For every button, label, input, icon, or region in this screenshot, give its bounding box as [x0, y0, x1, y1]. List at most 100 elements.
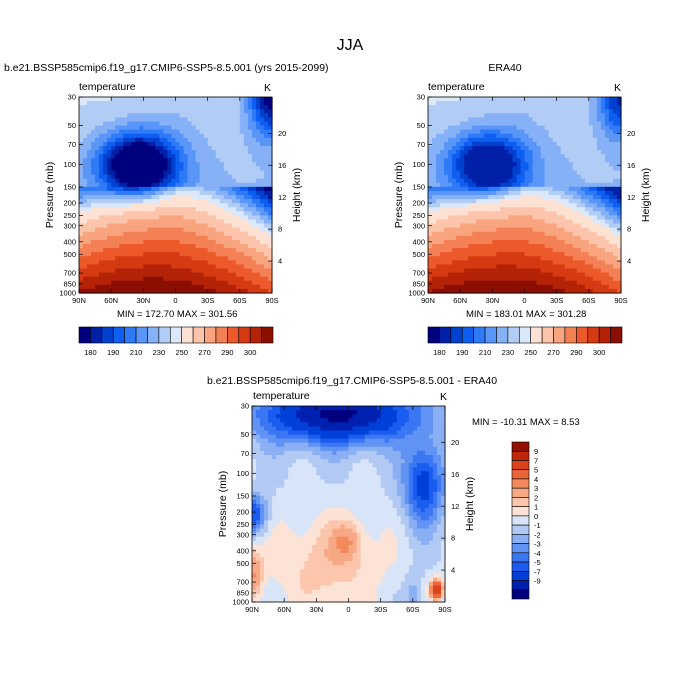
field-cell [528, 105, 534, 110]
field-cell [396, 406, 402, 411]
field-cell [83, 178, 88, 184]
field-cell [91, 252, 96, 257]
field-cell [211, 158, 217, 163]
field-cell [392, 410, 398, 415]
field-cell [612, 125, 618, 131]
field-cell [500, 190, 505, 196]
field-cell [476, 211, 481, 217]
field-cell [556, 248, 562, 253]
field-cell [504, 105, 510, 110]
field-cell [572, 207, 578, 212]
field-cell [231, 239, 237, 245]
field-cell [584, 280, 590, 286]
field-cell [508, 256, 514, 261]
field-cell [243, 113, 249, 119]
field-cell [452, 113, 457, 119]
field-cell [163, 199, 169, 204]
field-cell [572, 133, 578, 139]
field-cell [556, 276, 562, 282]
field-cell [444, 141, 449, 147]
field-cell [360, 406, 366, 411]
field-cell [444, 113, 449, 119]
field-cell [604, 268, 610, 274]
field-cell [560, 211, 566, 217]
field-cell [219, 133, 225, 139]
field-cell [259, 137, 265, 143]
field-cell [263, 113, 269, 119]
field-cell [468, 203, 473, 208]
field-cell [508, 117, 514, 123]
field-cell [596, 101, 602, 106]
field-cell [464, 219, 469, 225]
field-cell [155, 121, 161, 127]
field-cell [436, 223, 441, 229]
field-cell [536, 117, 542, 123]
field-cell [360, 414, 366, 419]
field-cell [227, 109, 233, 114]
field-cell [159, 97, 165, 102]
field-cell [476, 154, 481, 159]
field-cell [588, 235, 594, 241]
field-cell [183, 268, 189, 274]
field-cell [444, 288, 449, 294]
field-cell [155, 101, 161, 106]
field-cell [588, 199, 594, 204]
field-cell [95, 252, 100, 257]
field-cell [592, 190, 598, 196]
field-cell [151, 211, 156, 217]
field-cell [596, 268, 602, 274]
field-cell [560, 280, 566, 286]
field-cell [143, 280, 148, 286]
field-cell [576, 170, 582, 176]
field-cell [560, 276, 566, 282]
field-cell [512, 182, 518, 188]
field-cell [227, 141, 233, 147]
field-cell [127, 109, 132, 114]
field-cell [536, 150, 542, 155]
field-cell [376, 414, 382, 419]
field-cell [592, 195, 598, 200]
field-cell [115, 227, 120, 233]
field-cell [175, 231, 181, 237]
field-cell [608, 174, 614, 180]
field-cell [167, 244, 173, 249]
field-cell [584, 239, 590, 245]
field-cell [155, 227, 161, 233]
field-cell [488, 264, 493, 270]
field-cell [556, 264, 562, 270]
field-cell [608, 268, 614, 274]
field-cell [91, 276, 96, 282]
field-cell [183, 207, 189, 212]
field-cell [199, 256, 205, 261]
field-cell [227, 186, 233, 192]
field-cell [95, 256, 100, 261]
field-cell [111, 207, 116, 212]
field-cell [264, 414, 269, 419]
field-cell [227, 280, 233, 286]
field-cell [159, 133, 165, 139]
field-cell [187, 162, 193, 168]
field-cell [584, 178, 590, 184]
field-cell [616, 182, 622, 188]
field-cell [596, 166, 602, 172]
field-cell [520, 162, 526, 168]
field-cell [576, 113, 582, 119]
field-cell [251, 276, 257, 282]
field-cell [119, 231, 124, 237]
field-cell [416, 406, 422, 411]
field-cell [139, 166, 144, 172]
field-cell [524, 280, 530, 286]
field-cell [472, 207, 477, 212]
field-cell [568, 190, 574, 196]
field-cell [460, 166, 465, 172]
field-cell [384, 418, 390, 423]
field-cell [480, 199, 485, 204]
field-cell [572, 105, 578, 110]
field-cell [460, 276, 465, 282]
field-cell [115, 280, 120, 286]
field-cell [484, 141, 489, 147]
field-cell [520, 276, 526, 282]
colorbar-swatch [553, 326, 566, 344]
field-cell [99, 137, 104, 143]
field-cell [548, 137, 554, 143]
